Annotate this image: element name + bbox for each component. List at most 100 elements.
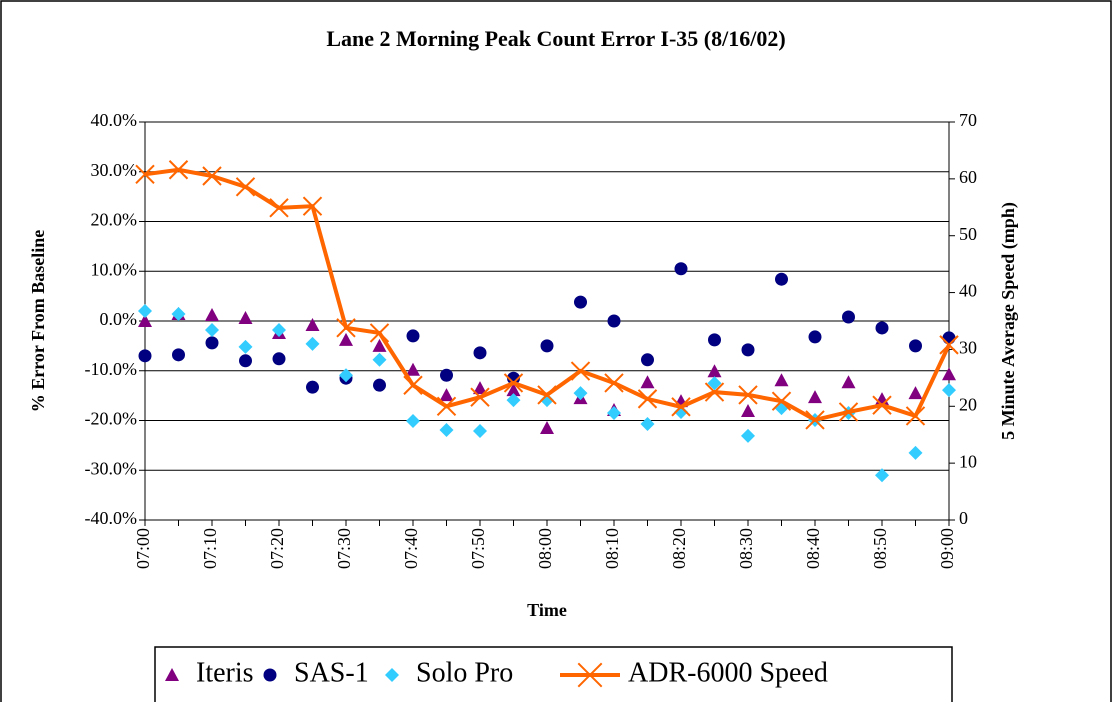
y2-axis-label: 5 Minute Average Speed (mph) [998,202,1019,440]
y-tick-label: 0.0% [100,309,138,329]
y2-tick-label: 60 [959,167,977,187]
x-tick-label: 07:50 [468,528,488,569]
triangle-marker [908,386,923,400]
diamond-marker [908,445,923,460]
x-tick-label: 07:20 [267,528,287,569]
y-tick-label: -10.0% [85,359,138,379]
triangle-marker [205,308,219,322]
x-axis-label: Time [527,600,567,620]
y-tick-label: 40.0% [91,110,138,130]
y2-tick-label: 0 [959,508,968,528]
circle-marker [708,333,721,347]
diamond-marker [439,422,454,437]
x-marker [771,391,792,411]
circle-marker [842,310,855,324]
diamond-marker [339,368,353,383]
circle-marker [440,368,453,382]
y2-tick-label: 20 [959,394,977,414]
x-tick-label: 08:50 [870,528,890,569]
triangle-marker [741,404,755,418]
legend-label: Iteris [196,657,254,688]
circle-marker [272,352,286,366]
circle-marker [540,339,554,353]
circle-marker [942,331,956,345]
x-marker [637,389,658,409]
x-marker [470,387,490,407]
triangle-marker [942,367,956,381]
diamond-marker [540,393,554,408]
triangle-marker [165,668,179,681]
x-tick-label: 09:00 [937,528,957,569]
diamond-marker [372,352,387,367]
circle-marker [263,668,277,682]
y-tick-label: -20.0% [85,409,138,429]
x-marker [805,410,825,430]
x-marker [369,323,390,343]
diamond-marker [305,336,320,351]
y-tick-label: -30.0% [85,458,138,478]
x-tick-label: 08:20 [669,528,689,569]
x-tick-label: 07:10 [200,528,220,569]
triangle-marker [473,381,487,395]
diamond-marker [272,322,286,337]
circle-marker [373,378,386,392]
triangle-marker [808,390,822,404]
circle-marker [607,314,621,328]
circle-marker [574,295,587,309]
x-tick-label: 07:30 [334,528,354,569]
diamond-marker [406,413,420,428]
y2-tick-label: 10 [959,451,977,471]
x-marker [671,397,691,417]
x-marker [905,406,926,426]
x-marker [939,335,959,355]
circle-marker [406,329,420,343]
triangle-marker [305,317,320,331]
triangle-marker [841,375,856,389]
diamond-marker [741,428,755,443]
y-tick-label: 30.0% [91,160,138,180]
diamond-marker [573,386,588,401]
circle-marker [239,354,252,368]
triangle-marker [707,364,722,378]
legend-label: ADR-6000 Speed [628,657,828,688]
x-marker [269,198,289,218]
y2-tick-label: 40 [959,281,977,301]
x-marker [604,373,624,393]
y2-tick-label: 50 [959,224,977,244]
x-marker [577,662,603,688]
x-marker [704,382,725,402]
x-marker [436,396,457,416]
x-marker [537,385,557,405]
triangle-marker [238,311,253,325]
circle-marker [473,346,487,360]
circle-marker [674,262,688,276]
x-marker [168,160,189,180]
diamond-marker [942,383,956,398]
x-marker [302,196,323,216]
circle-marker [775,272,788,286]
triangle-marker [339,332,353,346]
x-marker [503,373,524,393]
circle-marker [808,330,822,344]
diamond-marker [138,304,152,319]
diamond-marker [238,339,253,354]
x-marker [403,375,423,395]
x-marker [202,166,222,186]
x-marker [570,361,591,381]
x-marker [235,177,256,197]
legend-label: Solo Pro [416,657,513,688]
x-tick-label: 08:00 [535,528,555,569]
triangle-marker [406,362,420,376]
x-tick-label: 07:40 [401,528,421,569]
triangle-marker [372,338,387,352]
y-tick-label: 20.0% [91,210,138,230]
diamond-marker [707,376,722,391]
diamond-marker [205,322,219,337]
x-marker [738,385,758,405]
triangle-marker [540,420,554,434]
y2-tick-label: 70 [959,110,977,130]
triangle-marker [138,314,152,327]
circle-marker [741,343,755,357]
